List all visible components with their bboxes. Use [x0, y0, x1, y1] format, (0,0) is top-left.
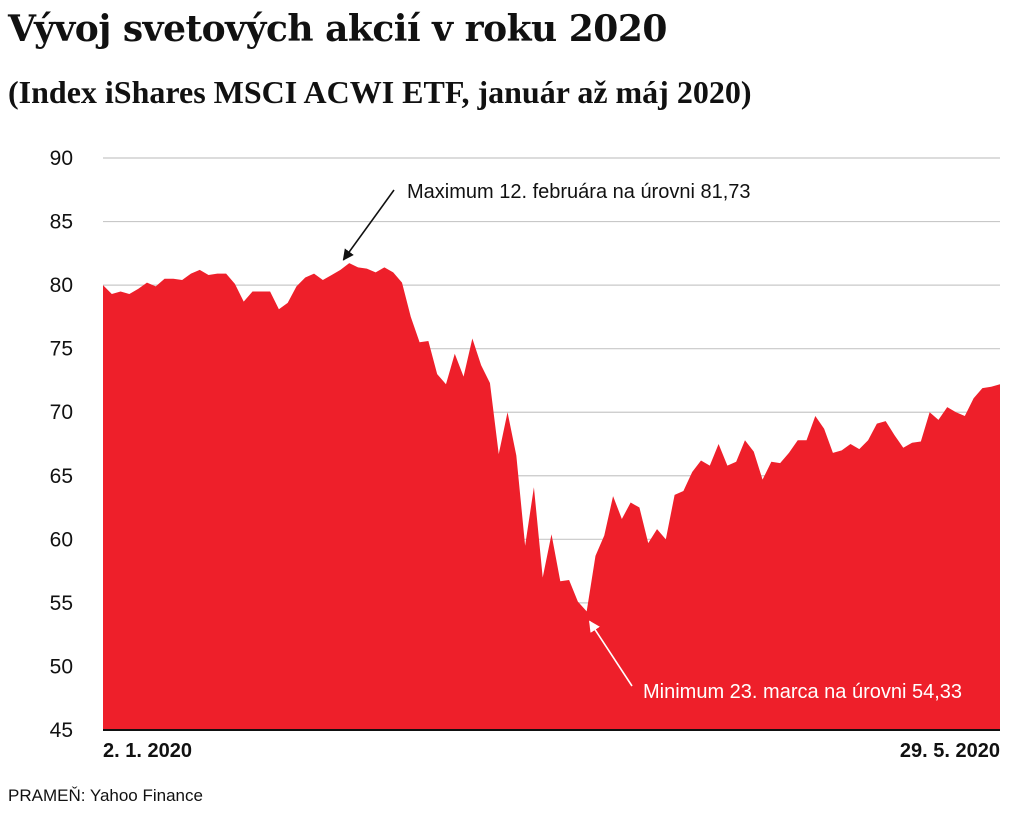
y-tick-label: 60 — [50, 528, 73, 551]
maximum-annotation: Maximum 12. februára na úrovni 81,73 — [407, 181, 751, 203]
chart-title: Vývoj svetových akcií v roku 2020 — [8, 8, 667, 50]
area-series — [103, 263, 1000, 730]
source-note: PRAMEŇ: Yahoo Finance — [8, 786, 203, 805]
y-tick-label: 55 — [50, 592, 73, 615]
y-axis: 90 85 80 75 70 65 60 55 50 45 — [50, 147, 73, 742]
y-tick-label: 50 — [50, 655, 73, 678]
y-tick-label: 70 — [50, 401, 73, 424]
y-tick-label: 85 — [50, 211, 73, 234]
y-tick-label: 65 — [50, 465, 73, 488]
y-tick-label: 45 — [50, 719, 73, 742]
y-tick-label: 90 — [50, 147, 73, 170]
maximum-arrow — [342, 189, 395, 261]
minimum-arrow — [589, 620, 633, 687]
minimum-annotation: Minimum 23. marca na úrovni 54,33 — [643, 681, 962, 703]
y-tick-label: 75 — [50, 338, 73, 361]
x-tick-label-start: 2. 1. 2020 — [103, 740, 192, 762]
x-axis: 2. 1. 2020 29. 5. 2020 — [103, 729, 1000, 762]
chart-subtitle: (Index iShares MSCI ACWI ETF, január až … — [8, 74, 752, 110]
x-tick-label-end: 29. 5. 2020 — [900, 740, 1000, 762]
y-tick-label: 80 — [50, 274, 73, 297]
annotations: Maximum 12. februára na úrovni 81,73 Mini… — [342, 181, 962, 703]
